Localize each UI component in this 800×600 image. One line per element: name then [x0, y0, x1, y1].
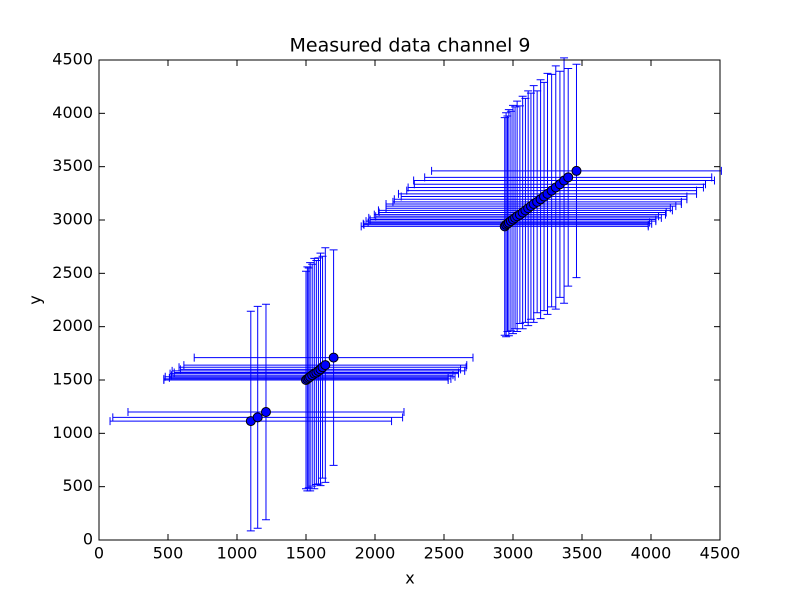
- x-tick-label: 500: [153, 544, 184, 563]
- y-tick-label: 3500: [52, 156, 93, 175]
- x-tick-label: 1500: [286, 544, 327, 563]
- plot-frame: [98, 59, 721, 541]
- x-tick-label: 4500: [700, 544, 741, 563]
- x-tick-label: 2000: [355, 544, 396, 563]
- data-point: [260, 407, 271, 417]
- y-tick-label: 4000: [52, 103, 93, 122]
- x-tick-label: 3500: [562, 544, 603, 563]
- y-tick-label: 0: [83, 530, 93, 549]
- chart-title: Measured data channel 9: [290, 35, 531, 57]
- y-tick-label: 3000: [52, 210, 93, 229]
- y-tick-label: 4500: [52, 50, 93, 69]
- y-tick-label: 2500: [52, 263, 93, 282]
- y-tick-label: 1500: [52, 370, 93, 389]
- data-point: [252, 412, 263, 423]
- data-point: [571, 165, 582, 176]
- data-point: [320, 360, 331, 371]
- x-tick-label: 3000: [493, 544, 534, 563]
- x-axis-label: x: [405, 569, 414, 588]
- data-point: [328, 352, 339, 363]
- y-tick-label: 1000: [52, 423, 93, 442]
- x-tick-label: 1000: [217, 544, 258, 563]
- data-point: [563, 172, 574, 183]
- y-axis-label: y: [26, 295, 45, 304]
- y-tick-label: 2000: [52, 316, 93, 335]
- x-tick-label: 4000: [631, 544, 672, 563]
- x-tick-label: 0: [94, 544, 104, 563]
- x-tick-label: 2500: [424, 544, 465, 563]
- y-tick-label: 500: [62, 476, 93, 495]
